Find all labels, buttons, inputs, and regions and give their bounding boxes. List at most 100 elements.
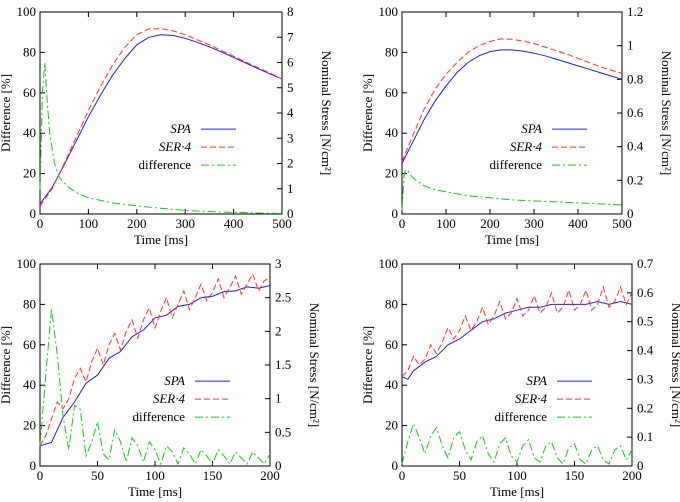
- legend-label: difference: [490, 157, 543, 172]
- y-right-tick-label: 0.6: [627, 105, 644, 120]
- y-left-tick-label: 40: [23, 125, 36, 140]
- y-left-tick-label: 20: [23, 166, 36, 181]
- y-left-tick-label: 40: [385, 125, 398, 140]
- series-line-spa: [401, 49, 623, 164]
- y-right-tick-label: 0.5: [275, 424, 291, 439]
- y-right-tick-label: 0.1: [637, 429, 653, 444]
- y-left-tick-label: 40: [23, 377, 36, 392]
- x-tick-label: 100: [145, 468, 165, 483]
- x-tick-label: 0: [37, 468, 44, 483]
- x-tick-label: 0: [399, 468, 406, 483]
- y-right-tick-label: 0: [627, 206, 634, 221]
- x-tick-label: 400: [224, 216, 244, 231]
- y-left-tick-label: 80: [23, 296, 36, 311]
- x-tick-label: 100: [436, 216, 456, 231]
- series-line-spa: [39, 34, 283, 205]
- y-right-tick-label: 1: [275, 391, 282, 406]
- series-line-ser4: [39, 272, 271, 447]
- x-tick-label: 200: [127, 216, 147, 231]
- y-right-tick-label: 2.5: [275, 290, 291, 305]
- y-left-tick-label: 60: [23, 85, 36, 100]
- y-right-tick-label: 0.5: [637, 314, 653, 329]
- series-line-difference: [39, 308, 271, 466]
- legend-label: SPA: [170, 121, 191, 136]
- legend-label: SER·4: [153, 391, 186, 406]
- y-right-tick-label: 5: [287, 80, 294, 95]
- x-axis-label: Time [ms]: [134, 232, 188, 247]
- legend-label: SER·4: [159, 139, 192, 154]
- x-tick-label: 0: [399, 216, 406, 231]
- legend-label: difference: [139, 157, 192, 172]
- y-right-tick-label: 0.4: [637, 343, 654, 358]
- y-left-tick-label: 60: [23, 337, 36, 352]
- legend-label: SER·4: [515, 391, 548, 406]
- y-left-tick-label: 80: [385, 44, 398, 59]
- y-left-tick-label: 20: [385, 166, 398, 181]
- x-tick-label: 50: [91, 468, 104, 483]
- y-right-axis-label: Nominal Stress [N/cm²]: [319, 51, 334, 176]
- y-left-tick-label: 20: [23, 418, 36, 433]
- plot-frame: [401, 263, 633, 467]
- y-left-tick-label: 60: [385, 85, 398, 100]
- x-tick-label: 200: [260, 468, 280, 483]
- y-right-tick-label: 1: [287, 181, 294, 196]
- y-left-tick-label: 80: [385, 296, 398, 311]
- y-right-tick-label: 1: [627, 38, 634, 53]
- x-tick-label: 200: [622, 468, 642, 483]
- y-left-tick-label: 40: [385, 377, 398, 392]
- y-right-tick-label: 1.2: [627, 4, 643, 19]
- y-left-axis-label: Difference [%]: [360, 74, 375, 152]
- y-left-axis-label: Difference [%]: [0, 326, 13, 404]
- y-right-tick-label: 4: [287, 105, 294, 120]
- x-axis-label: Time [ms]: [128, 484, 182, 499]
- series-line-ser4: [401, 285, 633, 377]
- series-line-difference: [39, 62, 283, 214]
- x-tick-label: 150: [565, 468, 585, 483]
- y-right-tick-label: 8: [287, 4, 294, 19]
- y-right-tick-label: 3: [287, 130, 294, 145]
- x-tick-label: 0: [37, 216, 44, 231]
- y-left-tick-label: 20: [385, 418, 398, 433]
- x-tick-label: 400: [568, 216, 588, 231]
- y-left-tick-label: 0: [392, 458, 399, 473]
- y-right-axis-label: Nominal Stress [N/cm²]: [659, 51, 674, 176]
- y-left-tick-label: 100: [17, 256, 37, 271]
- plot-frame: [39, 11, 283, 215]
- legend-label: SER·4: [510, 139, 543, 154]
- series-line-difference: [401, 422, 633, 465]
- y-right-tick-label: 0: [287, 206, 294, 221]
- plot-frame: [39, 263, 271, 467]
- y-right-tick-label: 0.3: [637, 371, 653, 386]
- x-tick-label: 200: [480, 216, 500, 231]
- chart-panel-top-right: 0 100 200 300 400 50002040608010000.20.40.60.…: [360, 4, 674, 247]
- y-right-tick-label: 7: [287, 29, 294, 44]
- series-line-ser4: [401, 38, 623, 162]
- series-line-ser4: [39, 28, 283, 207]
- x-tick-label: 500: [272, 216, 292, 231]
- y-left-tick-label: 0: [30, 458, 37, 473]
- y-right-axis-label: Nominal Stress [N/cm²]: [307, 303, 322, 428]
- y-right-tick-label: 0.4: [627, 139, 644, 154]
- y-left-axis-label: Difference [%]: [360, 326, 375, 404]
- y-left-tick-label: 60: [385, 337, 398, 352]
- y-left-tick-label: 100: [379, 4, 399, 19]
- y-left-tick-label: 100: [17, 4, 37, 19]
- x-tick-label: 300: [524, 216, 544, 231]
- chart-panel-bottom-right: 0 50 100 150 20002040608010000.10.20.30.40.5…: [360, 256, 680, 499]
- legend-label: SPA: [526, 373, 547, 388]
- y-right-tick-label: 0.8: [627, 71, 643, 86]
- x-tick-label: 500: [612, 216, 632, 231]
- y-right-tick-label: 0.2: [627, 172, 643, 187]
- y-right-tick-label: 1.5: [275, 357, 291, 372]
- y-right-tick-label: 2: [275, 323, 282, 338]
- y-right-tick-label: 0.7: [637, 256, 654, 271]
- y-right-tick-label: 0: [275, 458, 282, 473]
- x-tick-label: 150: [203, 468, 223, 483]
- chart-panel-bottom-left: 0 50 100 150 20002040608010000.511.522.53Tim…: [0, 256, 322, 499]
- x-tick-label: 300: [175, 216, 195, 231]
- y-right-tick-label: 2: [287, 156, 294, 171]
- x-tick-label: 100: [507, 468, 527, 483]
- y-right-tick-label: 3: [275, 256, 282, 271]
- legend-label: difference: [133, 409, 186, 424]
